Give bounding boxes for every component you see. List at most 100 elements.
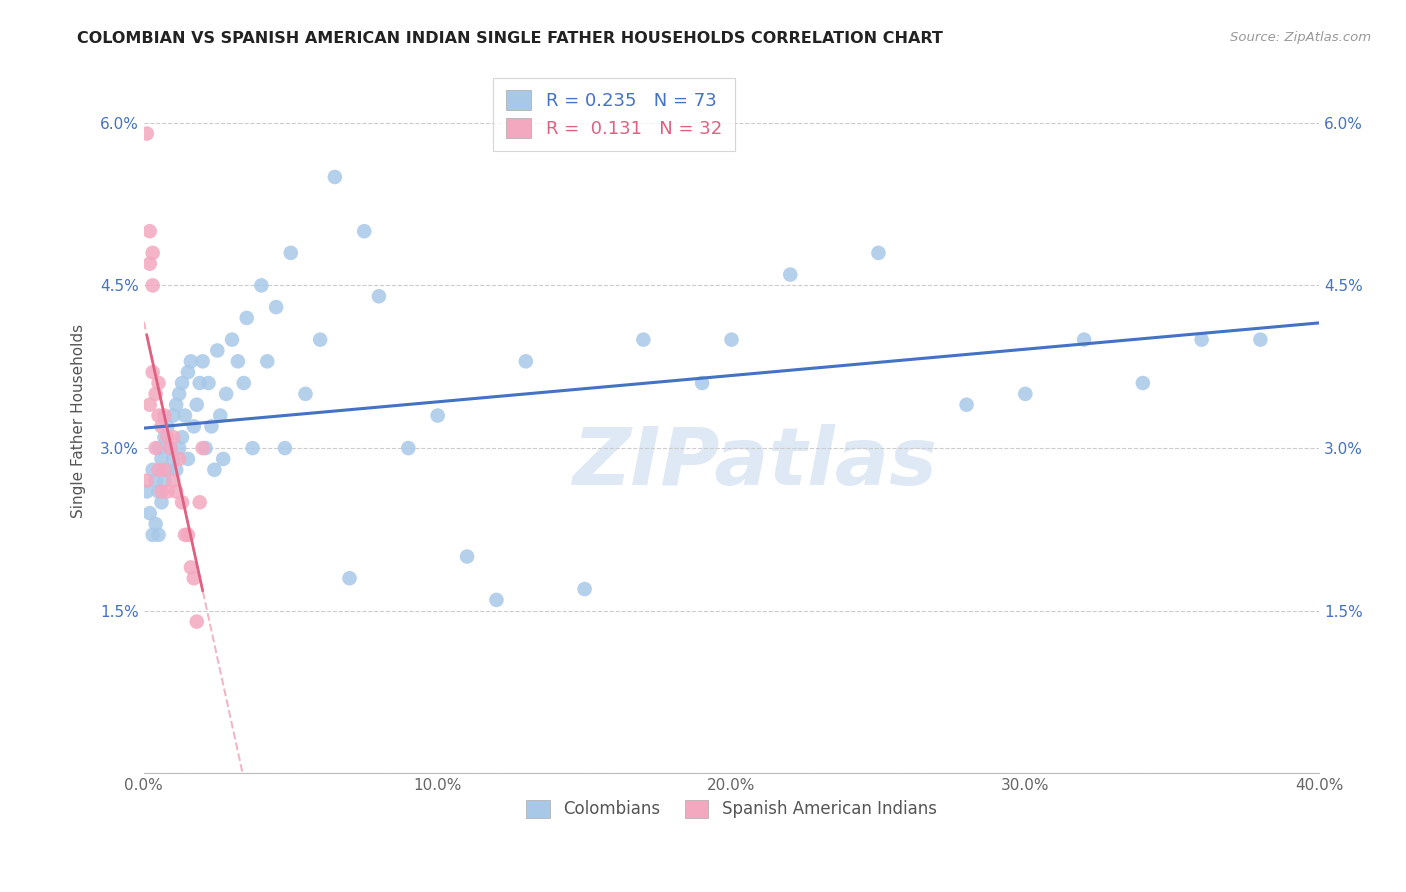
Point xyxy=(212,451,235,466)
Point xyxy=(174,528,197,542)
Point xyxy=(177,528,200,542)
Point xyxy=(162,409,184,423)
Point xyxy=(209,409,232,423)
Point xyxy=(139,506,162,520)
Point xyxy=(142,245,165,260)
Point xyxy=(274,441,297,455)
Point xyxy=(153,474,176,488)
Point xyxy=(188,495,211,509)
Point xyxy=(170,376,193,390)
Point xyxy=(135,484,157,499)
Point xyxy=(153,430,176,444)
Point xyxy=(165,398,187,412)
Point xyxy=(153,409,176,423)
Point xyxy=(142,278,165,293)
Point xyxy=(232,376,254,390)
Point xyxy=(170,495,193,509)
Point xyxy=(162,451,184,466)
Point xyxy=(720,333,742,347)
Point xyxy=(280,245,302,260)
Point xyxy=(156,430,179,444)
Point xyxy=(200,419,222,434)
Point xyxy=(779,268,801,282)
Point xyxy=(226,354,249,368)
Point xyxy=(165,484,187,499)
Text: COLOMBIAN VS SPANISH AMERICAN INDIAN SINGLE FATHER HOUSEHOLDS CORRELATION CHART: COLOMBIAN VS SPANISH AMERICAN INDIAN SIN… xyxy=(77,31,943,46)
Point xyxy=(142,365,165,379)
Point xyxy=(183,571,205,585)
Point xyxy=(148,463,170,477)
Point xyxy=(426,409,449,423)
Point xyxy=(368,289,391,303)
Point xyxy=(145,387,167,401)
Point xyxy=(188,376,211,390)
Point xyxy=(167,451,190,466)
Point xyxy=(242,441,264,455)
Point xyxy=(150,419,173,434)
Point xyxy=(1073,333,1095,347)
Point xyxy=(167,387,190,401)
Point xyxy=(180,560,202,574)
Point xyxy=(574,582,596,596)
Text: Source: ZipAtlas.com: Source: ZipAtlas.com xyxy=(1230,31,1371,45)
Point xyxy=(690,376,713,390)
Point xyxy=(139,224,162,238)
Point xyxy=(191,354,214,368)
Point xyxy=(353,224,375,238)
Point xyxy=(515,354,537,368)
Point xyxy=(1014,387,1036,401)
Point xyxy=(156,463,179,477)
Point xyxy=(1191,333,1213,347)
Point xyxy=(142,528,165,542)
Point xyxy=(148,376,170,390)
Point xyxy=(186,398,208,412)
Point xyxy=(1132,376,1154,390)
Point xyxy=(167,441,190,455)
Point xyxy=(868,245,890,260)
Point xyxy=(215,387,238,401)
Point xyxy=(156,484,179,499)
Point xyxy=(150,484,173,499)
Point xyxy=(456,549,478,564)
Point xyxy=(148,484,170,499)
Point xyxy=(485,593,508,607)
Point xyxy=(294,387,316,401)
Point xyxy=(145,441,167,455)
Point xyxy=(309,333,332,347)
Point xyxy=(323,169,346,184)
Point xyxy=(148,441,170,455)
Point xyxy=(150,495,173,509)
Point xyxy=(148,409,170,423)
Point xyxy=(135,127,157,141)
Point xyxy=(194,441,217,455)
Point xyxy=(162,430,184,444)
Point xyxy=(339,571,361,585)
Point xyxy=(159,441,181,455)
Point xyxy=(955,398,977,412)
Point xyxy=(197,376,219,390)
Text: ZIPatlas: ZIPatlas xyxy=(572,425,938,502)
Point xyxy=(256,354,278,368)
Point xyxy=(135,474,157,488)
Point xyxy=(177,365,200,379)
Point xyxy=(177,451,200,466)
Point xyxy=(165,463,187,477)
Point xyxy=(235,310,257,325)
Point xyxy=(142,463,165,477)
Point xyxy=(170,430,193,444)
Point xyxy=(145,474,167,488)
Point xyxy=(1249,333,1271,347)
Point xyxy=(186,615,208,629)
Point xyxy=(145,516,167,531)
Point xyxy=(396,441,419,455)
Point xyxy=(156,419,179,434)
Point xyxy=(150,451,173,466)
Point xyxy=(180,354,202,368)
Point xyxy=(139,257,162,271)
Point xyxy=(153,463,176,477)
Point xyxy=(633,333,655,347)
Legend: Colombians, Spanish American Indians: Colombians, Spanish American Indians xyxy=(520,793,943,825)
Point xyxy=(221,333,243,347)
Point xyxy=(159,441,181,455)
Point xyxy=(207,343,229,358)
